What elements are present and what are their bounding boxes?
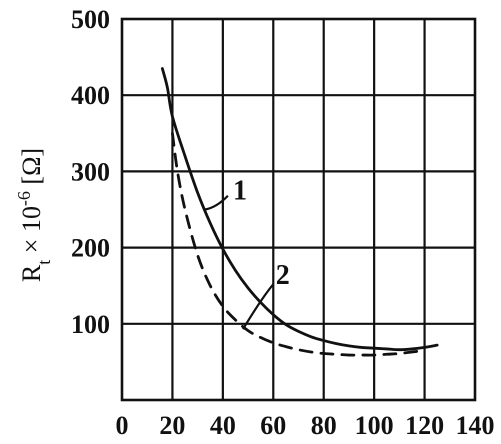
y-axis-label-sub: t <box>34 260 54 265</box>
series-layer <box>160 67 439 357</box>
series-line-2 <box>171 131 426 357</box>
curve-1-label: 1 <box>233 176 247 207</box>
curve-1-leader <box>204 195 229 211</box>
y-axis-label-main: R <box>17 264 46 282</box>
y-axis-label-rest: × 10 <box>17 206 46 260</box>
curve-2-label: 2 <box>276 260 290 291</box>
grid <box>122 19 475 400</box>
x-tick-label: 100 <box>355 411 394 440</box>
x-tick-label: 140 <box>456 411 495 440</box>
y-axis-label-unit: [Ω] <box>17 148 46 191</box>
x-tick-label: 80 <box>311 411 337 440</box>
x-tick-label: 120 <box>405 411 444 440</box>
labels-layer: 0 20 40 60 80 100 120 140 100 200 300 400 500 1 2 <box>71 5 495 440</box>
y-tick-label: 400 <box>71 81 110 110</box>
y-tick-label: 500 <box>71 5 110 34</box>
curve-2-leader <box>242 283 275 330</box>
y-axis-label-sup: -6 <box>14 191 34 206</box>
series-line-1 <box>160 67 439 352</box>
x-tick-label: 60 <box>260 411 286 440</box>
axes <box>120 17 477 402</box>
y-tick-label: 200 <box>71 234 110 263</box>
y-tick-label: 300 <box>71 157 110 186</box>
plot-frame <box>120 17 477 402</box>
x-tick-label: 0 <box>116 411 129 440</box>
x-tick-label: 40 <box>210 411 236 440</box>
y-axis-label: Rt × 10-6 [Ω] <box>14 148 54 282</box>
x-tick-label: 20 <box>159 411 185 440</box>
y-tick-label: 100 <box>71 310 110 339</box>
